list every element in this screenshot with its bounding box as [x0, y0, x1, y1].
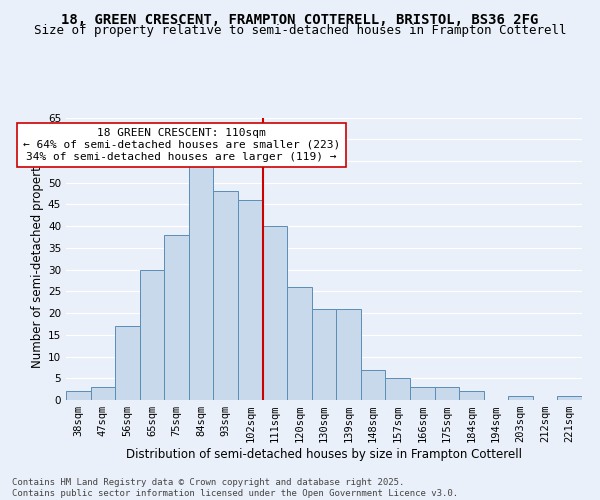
Text: Size of property relative to semi-detached houses in Frampton Cotterell: Size of property relative to semi-detach… — [34, 24, 566, 37]
Bar — [361, 370, 385, 400]
Bar — [66, 392, 91, 400]
Bar — [164, 235, 189, 400]
Bar — [459, 392, 484, 400]
Bar — [312, 308, 336, 400]
Y-axis label: Number of semi-detached properties: Number of semi-detached properties — [31, 150, 44, 368]
Bar — [263, 226, 287, 400]
Text: Contains HM Land Registry data © Crown copyright and database right 2025.
Contai: Contains HM Land Registry data © Crown c… — [12, 478, 458, 498]
Bar — [115, 326, 140, 400]
Bar — [189, 166, 214, 400]
Bar — [214, 192, 238, 400]
Bar — [508, 396, 533, 400]
X-axis label: Distribution of semi-detached houses by size in Frampton Cotterell: Distribution of semi-detached houses by … — [126, 448, 522, 461]
Bar — [410, 387, 434, 400]
Bar — [238, 200, 263, 400]
Bar — [336, 308, 361, 400]
Bar — [140, 270, 164, 400]
Bar — [385, 378, 410, 400]
Bar — [557, 396, 582, 400]
Bar — [287, 287, 312, 400]
Bar — [434, 387, 459, 400]
Text: 18 GREEN CRESCENT: 110sqm
← 64% of semi-detached houses are smaller (223)
34% of: 18 GREEN CRESCENT: 110sqm ← 64% of semi-… — [23, 128, 340, 162]
Text: 18, GREEN CRESCENT, FRAMPTON COTTERELL, BRISTOL, BS36 2FG: 18, GREEN CRESCENT, FRAMPTON COTTERELL, … — [61, 12, 539, 26]
Bar — [91, 387, 115, 400]
